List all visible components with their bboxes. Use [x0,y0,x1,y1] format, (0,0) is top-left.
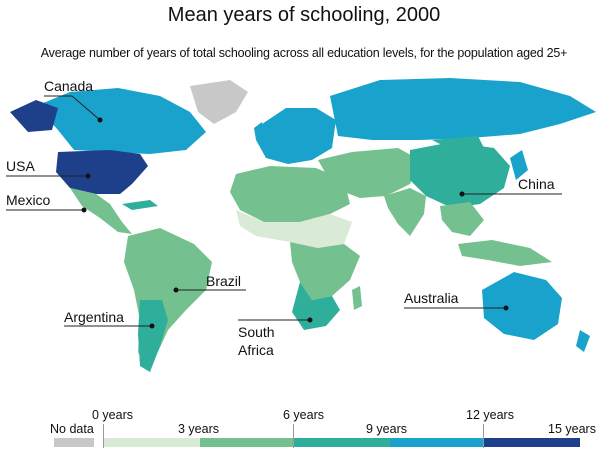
label-china: China [518,176,555,192]
label-argentina: Argentina [64,309,124,325]
australia-shape [482,272,562,340]
russia-shape [330,78,596,140]
label-canada: Canada [44,78,94,94]
legend-tick-15: 15 years [548,422,596,436]
legend-tick-12: 12 years [466,408,514,422]
legend-swatch-3-6 [200,438,294,447]
usa-shape [56,150,148,194]
label-brazil: Brazil [206,273,242,289]
legend-swatch-12-15 [484,438,580,447]
legend-no-data-label: No data [50,422,94,436]
label-mexico: Mexico [6,192,51,208]
legend-tick-9: 9 years [366,422,407,436]
legend-tick-0: 0 years [92,408,133,422]
uk-shape [254,122,264,140]
mexico-shape [70,188,132,234]
canada-shape [36,88,206,154]
argentina-shape [138,300,168,372]
west-africa-shape [236,210,352,248]
legend-swatch-no-data [54,438,94,447]
legend-swatch-0-3 [104,438,200,447]
world-map [6,78,596,372]
central-africa-shape [290,242,360,300]
mongolia-shape [432,136,484,150]
label-australia: Australia [404,290,459,306]
legend-swatch-9-12 [390,438,484,447]
greenland-shape [190,80,248,124]
legend-divider-0 [103,424,104,448]
south-africa-shape [292,282,340,330]
caribbean-shape [122,200,158,210]
china-shape [410,142,510,208]
legend-tick-6: 6 years [283,408,324,422]
map-subtitle: Average number of years of total schooli… [40,46,568,60]
europe-shape [256,108,336,164]
new-zealand-shape [576,330,590,352]
map-title: Mean years of schooling, 2000 [167,4,441,26]
japan-shape [510,150,528,180]
alaska-shape [10,100,58,132]
madagascar-shape [352,286,362,310]
label-usa: USA [6,158,35,174]
legend-swatch-6-9 [294,438,390,447]
label-south-africa-line2: Africa [238,342,274,358]
legend-divider-12 [483,424,484,448]
north-africa-shape [230,166,350,222]
label-south-africa-line1: South [238,324,275,340]
legend-tick-3: 3 years [178,422,219,436]
indonesia-shape [458,240,552,266]
south-america-shape [124,228,212,370]
southeast-asia-shape [440,202,484,236]
legend-divider-6 [293,424,294,448]
india-shape [384,188,426,236]
